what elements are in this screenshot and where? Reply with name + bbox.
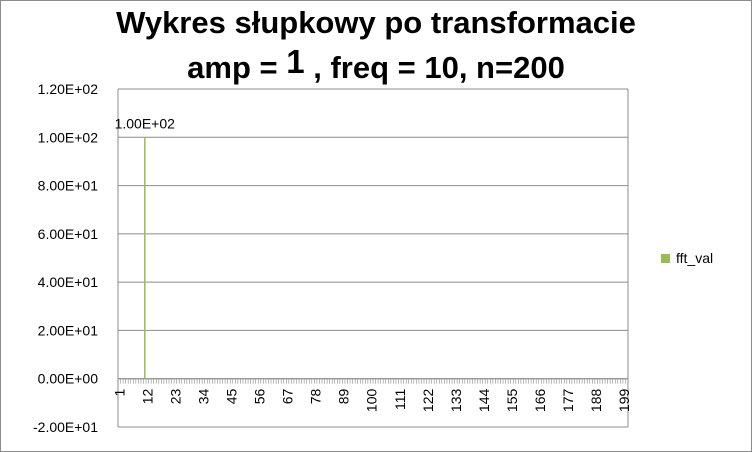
x-tick-label: 133 bbox=[448, 389, 464, 413]
x-tick-label: 1 bbox=[111, 389, 127, 397]
y-tick-label: 1.00E+02 bbox=[38, 129, 99, 145]
x-tick-label: 23 bbox=[167, 389, 183, 405]
x-tick-label: 45 bbox=[223, 389, 239, 405]
x-tick-label: 122 bbox=[420, 389, 436, 413]
title-amp-prefix: amp = bbox=[187, 50, 287, 85]
x-tick-label: 100 bbox=[364, 389, 380, 413]
y-tick-label: 0.00E+00 bbox=[38, 371, 99, 387]
x-tick-label: 12 bbox=[139, 389, 155, 405]
title-amp-value: 1 bbox=[286, 43, 305, 80]
x-tick-label: 111 bbox=[392, 389, 408, 410]
y-tick-label: 4.00E+01 bbox=[38, 274, 99, 290]
legend-swatch bbox=[661, 253, 670, 263]
y-tick-label: -2.00E+01 bbox=[33, 419, 98, 435]
x-tick-label: 78 bbox=[308, 389, 324, 405]
x-tick-label: 67 bbox=[280, 389, 296, 405]
data-label: 1.00E+02 bbox=[115, 115, 176, 131]
x-tick-label: 155 bbox=[504, 389, 520, 413]
y-tick-label: 8.00E+01 bbox=[38, 178, 99, 194]
y-tick-label: 2.00E+01 bbox=[38, 322, 99, 338]
x-tick-label: 188 bbox=[588, 389, 604, 413]
x-tick-label: 166 bbox=[532, 389, 548, 413]
x-tick-label: 199 bbox=[616, 389, 632, 413]
chart-title-line-1: Wykres słupkowy po transformacie bbox=[116, 5, 636, 40]
x-tick-label: 56 bbox=[252, 389, 268, 405]
y-tick-label: 6.00E+01 bbox=[38, 226, 99, 242]
bar bbox=[144, 137, 146, 379]
x-tick-label: 177 bbox=[560, 389, 576, 413]
chart-title-line-2: amp = 1 , freq = 10, n=200 bbox=[1, 43, 751, 88]
x-tick-label: 144 bbox=[476, 389, 492, 413]
y-tick-label: 1.20E+02 bbox=[38, 81, 99, 97]
title-freq-suffix: , freq = 10, n=200 bbox=[304, 50, 565, 85]
legend: fft_val bbox=[661, 248, 713, 268]
legend-label: fft_val bbox=[676, 250, 714, 266]
x-tick-label: 89 bbox=[336, 389, 352, 405]
x-tick-label: 34 bbox=[195, 389, 211, 405]
